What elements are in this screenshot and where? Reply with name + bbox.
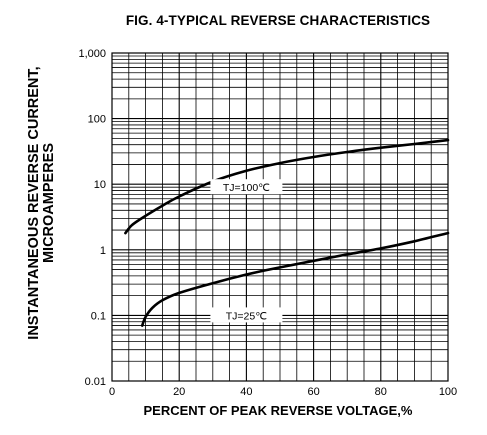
x-axis-title: PERCENT OF PEAK REVERSE VOLTAGE,% [143, 403, 413, 418]
series-label-tj100: TJ=100℃ [223, 182, 270, 194]
y-tick-label: 1,000 [78, 48, 106, 60]
y-tick-label: 10 [94, 179, 106, 191]
x-tick-label: 100 [439, 386, 457, 398]
series-layer: TJ=100℃ TJ=25℃ [124, 138, 450, 327]
y-tick-label: 0.01 [85, 376, 106, 388]
x-tick-label: 20 [173, 386, 185, 398]
series-label-background [210, 307, 283, 323]
series-line-tj25 [140, 231, 450, 327]
plot-frame [111, 52, 449, 382]
x-tick-label: 60 [307, 386, 319, 398]
series-label-tj25: TJ=25℃ [226, 310, 267, 322]
x-tick-label: 80 [375, 386, 387, 398]
y-tick-label: 1 [100, 245, 106, 257]
tick-labels: 0.01 0.1 1 10 100 1,000 0 20 40 60 80 100 [78, 48, 457, 398]
y-tick-label: 0.1 [91, 310, 106, 322]
minor-gridlines [112, 53, 448, 381]
x-tick-label: 0 [109, 386, 115, 398]
y-tick-label: 100 [88, 114, 106, 126]
chart-title: FIG. 4-TYPICAL REVERSE CHARACTERISTICS [125, 13, 431, 28]
series-line-tj100 [124, 138, 450, 235]
series-label-background [210, 179, 283, 195]
x-tick-label: 40 [240, 386, 252, 398]
